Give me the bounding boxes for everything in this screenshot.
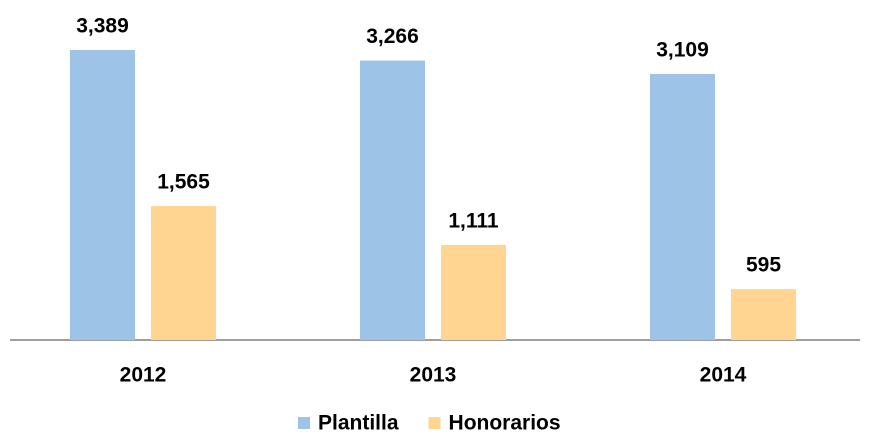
legend-swatch xyxy=(298,417,310,429)
data-label: 1,565 xyxy=(157,171,210,194)
data-label: 3,266 xyxy=(366,25,419,48)
legend-label: Plantilla xyxy=(318,412,399,435)
x-tick-label: 2012 xyxy=(120,364,167,387)
bar xyxy=(360,60,425,340)
legend-label: Honorarios xyxy=(449,412,561,435)
x-tick-label: 2014 xyxy=(700,364,747,387)
data-label: 3,109 xyxy=(656,39,709,62)
bar xyxy=(70,50,135,340)
bar xyxy=(441,244,506,340)
data-label: 1,111 xyxy=(448,209,499,232)
bar xyxy=(731,289,796,340)
bar xyxy=(151,206,216,340)
data-label: 595 xyxy=(746,254,781,277)
legend-swatch xyxy=(428,417,441,429)
x-tick-label: 2013 xyxy=(410,364,457,387)
data-label: 3,389 xyxy=(76,15,129,38)
bar xyxy=(650,73,715,340)
